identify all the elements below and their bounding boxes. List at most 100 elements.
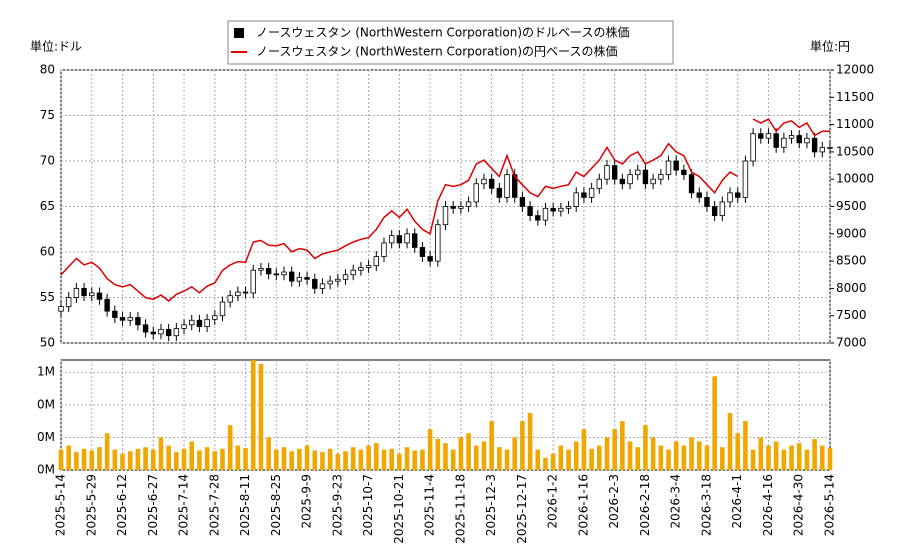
y2-tick-label: 7500 xyxy=(836,308,867,322)
candle-body xyxy=(665,160,672,176)
volume-bar xyxy=(397,453,402,470)
candle-body xyxy=(127,317,133,321)
x-tick-label: 2025-7-14 xyxy=(177,474,191,536)
volume-bar xyxy=(343,451,348,470)
y2-tick-label: 10000 xyxy=(836,172,874,186)
x-tick-label: 2026-2-18 xyxy=(638,474,652,536)
x-tick-label: 2025-10-21 xyxy=(392,474,406,544)
volume-bar xyxy=(781,449,787,470)
candle-body xyxy=(481,178,487,185)
volume-bar xyxy=(389,448,394,470)
volume-bar xyxy=(181,448,187,470)
candle-body xyxy=(750,133,756,162)
candle-body xyxy=(573,192,579,207)
x-tick-label: 2025-11-4 xyxy=(423,474,437,536)
legend-label: ノースウェスタン (NorthWestern Corporation)の円ベース… xyxy=(256,44,617,59)
candle-body xyxy=(89,292,95,297)
candle-body xyxy=(396,235,403,244)
x-tick-label: 2025-9-23 xyxy=(330,474,344,536)
candle-body xyxy=(73,287,80,298)
candle-body xyxy=(650,178,656,185)
x-tick-label: 2026-1-16 xyxy=(576,474,590,536)
y-tick-label: 70 xyxy=(40,154,55,168)
x-tick-label: 2025-7-28 xyxy=(207,474,221,536)
y2-tick-label: 10500 xyxy=(836,144,874,158)
volume-bar xyxy=(135,448,141,470)
volume-bar xyxy=(381,449,387,470)
volume-bar xyxy=(773,441,779,470)
candle-body xyxy=(181,324,187,329)
candle-body xyxy=(58,306,64,312)
candle-body xyxy=(327,280,333,285)
volume-bar xyxy=(596,445,602,470)
volume-bar xyxy=(827,448,833,470)
candle-body xyxy=(388,235,395,244)
x-tick-label: 2026-3-4 xyxy=(669,474,683,528)
candle-body xyxy=(173,328,180,337)
volume-bar xyxy=(573,441,579,470)
candle-body xyxy=(158,328,164,335)
candle-body xyxy=(288,271,295,282)
candle-body xyxy=(465,201,472,207)
x-tick-label: 2025-12-17 xyxy=(515,474,529,544)
volume-bar xyxy=(289,451,295,470)
candle-body xyxy=(227,295,233,303)
volume-bar xyxy=(304,445,310,470)
volume-bar xyxy=(804,449,810,470)
candle-body xyxy=(788,135,795,139)
volume-bar xyxy=(150,449,156,470)
candle-body xyxy=(619,178,626,185)
candle-body xyxy=(427,256,433,262)
candle-body xyxy=(804,137,810,144)
volume-bar xyxy=(720,447,725,470)
x-tick-label: 2026-3-18 xyxy=(699,474,713,536)
candle-body xyxy=(250,269,256,294)
candle-body xyxy=(527,206,533,216)
candle-body xyxy=(281,271,287,276)
volume-bar xyxy=(350,447,356,470)
y2-tick-label: 9000 xyxy=(836,226,867,240)
candle-body xyxy=(212,315,218,320)
x-tick-label: 2025-9-9 xyxy=(300,474,314,528)
volume-bar xyxy=(250,360,256,470)
candle-body xyxy=(165,328,172,337)
y-tick-label: 1M xyxy=(37,365,55,379)
candle-body xyxy=(504,174,510,198)
candle-body xyxy=(727,192,733,203)
volume-bar xyxy=(535,449,541,470)
volume-bar xyxy=(235,445,241,470)
y-tick-label: 60 xyxy=(40,245,55,259)
volume-bar xyxy=(166,445,171,470)
candle-body xyxy=(473,183,479,203)
candle-body xyxy=(265,267,272,275)
volume-bar xyxy=(704,445,710,470)
candle-body xyxy=(373,256,379,267)
candle-body xyxy=(119,317,126,321)
y-tick-label: 55 xyxy=(40,290,55,304)
volume-bar xyxy=(258,364,264,470)
y2-tick-label: 12000 xyxy=(836,63,874,77)
x-tick-label: 2025-11-18 xyxy=(453,474,467,544)
candle-body xyxy=(696,192,702,198)
volume-bar xyxy=(727,412,733,470)
volume-bar xyxy=(666,449,671,470)
volume-bar xyxy=(335,453,341,470)
volume-bar xyxy=(750,449,756,470)
volume-bar xyxy=(627,441,633,470)
volume-bar xyxy=(504,449,510,470)
volume-bar xyxy=(620,421,625,470)
volume-bar xyxy=(766,445,771,470)
candle-body xyxy=(704,196,710,207)
candle-body xyxy=(558,207,564,212)
y-tick-label: 0M xyxy=(37,430,55,444)
candle-body xyxy=(688,174,695,194)
volume-bar xyxy=(327,448,333,470)
candle-body xyxy=(581,192,587,198)
candle-body xyxy=(304,277,310,280)
candle-body xyxy=(219,301,226,317)
y-axis-label: 単位:ドル xyxy=(30,39,82,54)
x-tick-label: 2026-1-2 xyxy=(546,474,560,528)
candle-body xyxy=(758,133,764,139)
volume-bar xyxy=(643,425,648,470)
legend-label: ノースウェスタン (NorthWestern Corporation)のドルベー… xyxy=(256,25,629,40)
